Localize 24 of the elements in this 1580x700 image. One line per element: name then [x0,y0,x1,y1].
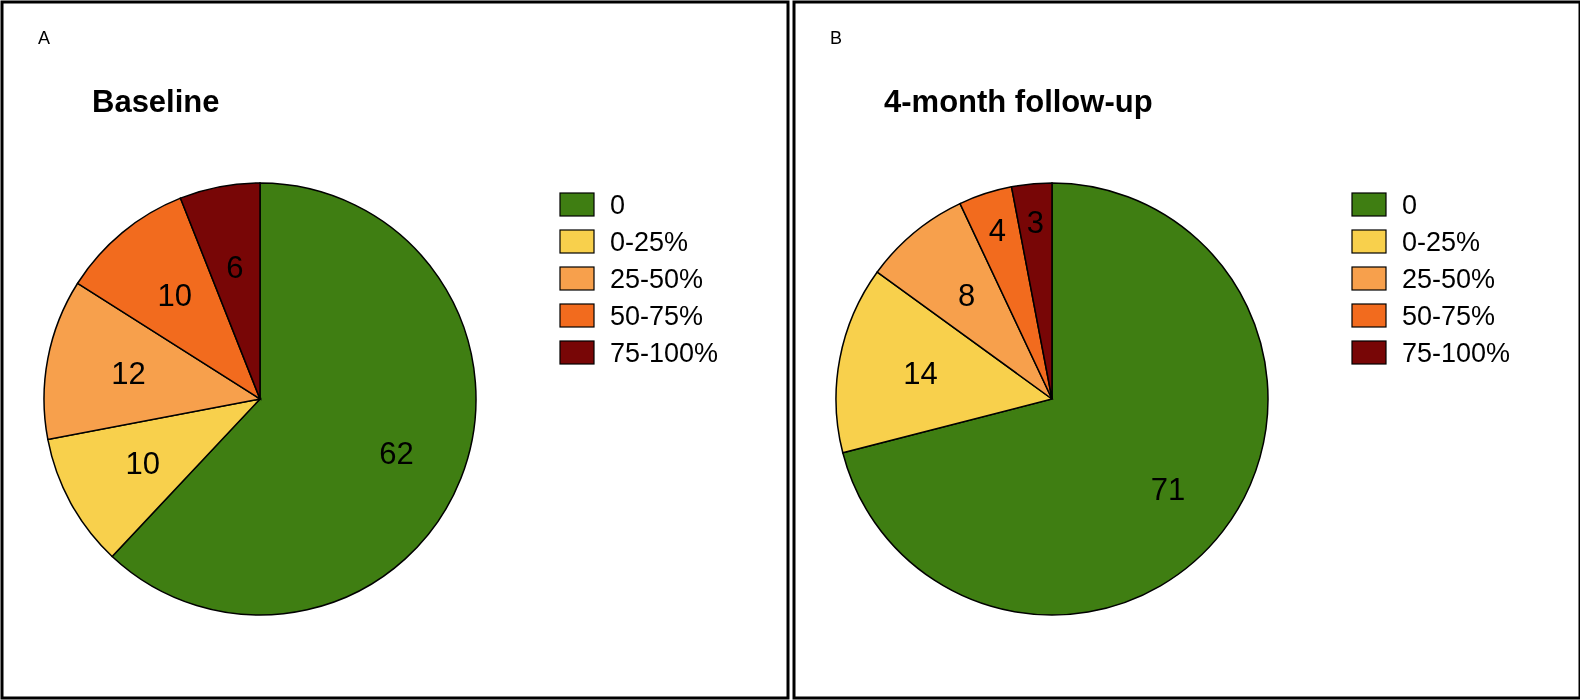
data-label: 10 [157,278,192,314]
data-label: 8 [958,278,976,314]
legend-label: 25-50% [1402,264,1496,294]
text: B [830,28,843,48]
data-label: 3 [1026,205,1044,241]
legend-label: 0 [610,190,626,220]
legend-label: 75-100% [610,338,719,368]
legend-label: 50-75% [1402,301,1496,331]
data-label: 14 [903,356,938,392]
chart-title: Baseline [92,84,220,119]
legend-label: 0-25% [610,227,689,257]
chart-title: 4-month follow-up [884,84,1153,119]
data-label: 10 [125,446,160,482]
data-label: 71 [1150,471,1186,507]
legend-label: 0-25% [1402,227,1481,257]
data-label: 12 [111,356,146,392]
legend-label: 75-100% [1402,338,1511,368]
legend-label: 25-50% [610,264,704,294]
legend-label: 50-75% [610,301,704,331]
data-label: 6 [226,249,244,285]
legend-label: 0 [1402,190,1418,220]
data-label: 4 [988,213,1006,249]
text: A [38,28,51,48]
data-label: 62 [379,435,414,471]
